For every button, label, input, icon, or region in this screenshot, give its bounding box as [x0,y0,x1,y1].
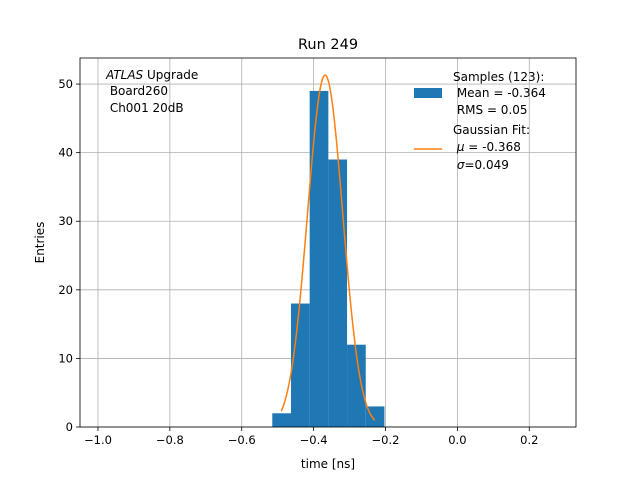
y-tick-label-0: 0 [66,420,73,434]
y-axis-ticks: 0 10 20 30 40 50 [58,77,80,434]
atlas-annotation: ATLAS Upgrade Board260 Ch001 20dB [105,68,198,115]
histogram-bar-3 [328,159,348,428]
x-tick-label-1: −0.8 [156,433,184,447]
legend-fit-sigma: σ=0.049 [453,158,509,172]
annotation-line1: ATLAS Upgrade [105,68,198,82]
annotation-atlas-label: ATLAS [105,68,144,82]
legend-samples-mean: Mean = -0.364 [453,86,546,100]
annotation-upgrade-label: Upgrade [143,68,198,82]
legend-fit-mu-symbol: μ [456,140,465,154]
legend-fit-title: Gaussian Fit: [453,123,530,137]
histogram-bar-5 [365,406,385,427]
legend-fit-mu-value: = -0.368 [464,140,520,154]
gaussian-fit-curve [280,74,376,421]
plot-frame [79,57,577,428]
x-axis-label: time [ns] [301,457,355,471]
x-axis-ticks: −1.0 −0.8 −0.6 −0.4 −0.2 0.0 0.2 [84,427,538,447]
x-tick-label-5: 0.0 [448,433,466,447]
y-axis-label: Entries [33,222,47,264]
legend-fit-sigma-symbol: σ [457,158,465,172]
legend-fit-mu: μ = -0.368 [453,140,521,154]
chart-title: Run 249 [298,37,358,53]
x-tick-label-0: −1.0 [84,433,112,447]
y-tick-label-4: 40 [58,146,73,160]
y-tick-label-5: 50 [58,77,73,91]
x-tick-label-4: −0.2 [372,433,400,447]
y-tick-label-3: 30 [58,214,73,228]
annotation-channel: Ch001 20dB [106,101,184,115]
gaussian-fit-layer [280,74,376,421]
x-tick-label-2: −0.6 [228,433,256,447]
legend-fit-sigma-value: =0.049 [464,158,508,172]
histogram-bar-2 [309,90,329,427]
legend-samples-swatch [414,88,442,98]
histogram-bar-1 [290,303,310,427]
legend-samples-title: Samples (123): [453,70,544,84]
x-tick-label-3: −0.4 [300,433,328,447]
histogram-bar-0 [272,413,291,427]
x-tick-label-6: 0.2 [520,433,538,447]
y-tick-label-1: 10 [58,351,73,365]
legend: Samples (123): Mean = -0.364 RMS = 0.05 … [414,70,546,172]
legend-samples-rms: RMS = 0.05 [453,103,528,117]
annotation-board: Board260 [106,84,168,98]
histogram-bar-4 [347,344,366,427]
y-tick-label-2: 20 [58,283,73,297]
